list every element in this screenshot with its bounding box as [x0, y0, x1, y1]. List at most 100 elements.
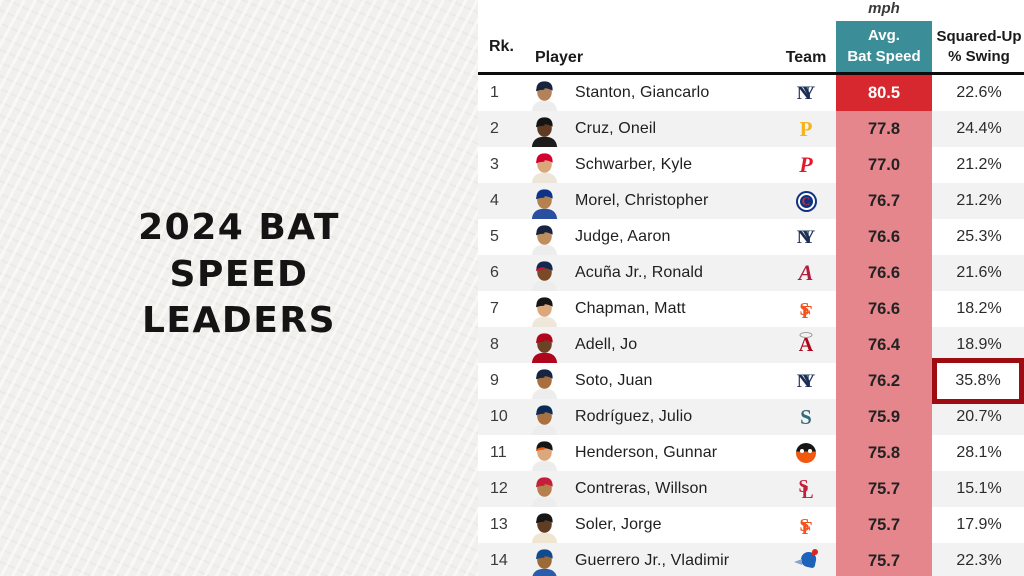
team-logo-icon: S [800, 404, 812, 429]
bat-speed-value: 76.4 [836, 327, 932, 363]
squared-up-value: 20.7% [956, 408, 1002, 425]
rank-value: 14 [490, 552, 508, 569]
player-headshot-icon [522, 507, 566, 543]
header-squared-up: Squared-Up % Swing [936, 27, 1022, 65]
player-name: Chapman, Matt [575, 300, 686, 317]
squared-up-cell: 17.9% [934, 507, 1024, 543]
table-row: 14 Guerrero Jr., Vladimir 75.7 22.3% [478, 543, 1024, 576]
squared-up-cell: 22.3% [934, 543, 1024, 576]
squared-up-cell: 21.6% [934, 255, 1024, 291]
table-row: 11 Henderson, Gunnar 75.8 28.1% [478, 435, 1024, 471]
bat-speed-cell: 75.9 [834, 399, 934, 435]
bat-speed-cell: 76.7 [834, 183, 934, 219]
squared-up-value: 18.2% [956, 300, 1002, 317]
team-logo-icon: P [799, 152, 813, 177]
bat-speed-cell: 76.6 [834, 255, 934, 291]
squared-up-value: 21.2% [956, 192, 1002, 209]
bat-speed-cell: 75.7 [834, 543, 934, 576]
bat-speed-value: 77.8 [836, 111, 932, 147]
player-headshot-icon [522, 219, 566, 255]
team-logo-icon: A [798, 260, 814, 285]
player-headshot-icon [522, 147, 566, 183]
squared-up-value: 21.6% [956, 264, 1002, 281]
player-headshot-icon [522, 327, 566, 363]
player-name: Guerrero Jr., Vladimir [575, 552, 730, 569]
squared-up-cell: 18.2% [934, 291, 1024, 327]
squared-up-cell: 35.8% [932, 358, 1024, 404]
bat-speed-value: 76.6 [836, 291, 932, 327]
header-bat-speed: Avg. Bat Speed [836, 21, 932, 72]
bat-speed-cell: 76.2 [834, 363, 934, 399]
squared-up-value: 35.8% [932, 358, 1024, 404]
table-row: 8 Adell, Jo A 76.4 18.9% [478, 327, 1024, 363]
rank-value: 1 [490, 84, 499, 101]
table-row: 3 Schwarber, Kyle P 77.0 21.2% [478, 147, 1024, 183]
bat-speed-value: 76.2 [836, 363, 932, 399]
player-headshot-icon [522, 435, 566, 471]
team-logo-icon: A [798, 334, 814, 356]
player-name: Soto, Juan [575, 372, 653, 389]
table-row: 6 Acuña Jr., Ronald A 76.6 21.6% [478, 255, 1024, 291]
leaderboard-table: mph Rk. Player Team Avg. Bat Speed Squar… [478, 0, 1024, 576]
squared-up-cell: 21.2% [934, 147, 1024, 183]
player-name: Morel, Christopher [575, 192, 709, 209]
rank-value: 4 [490, 192, 499, 209]
squared-up-value: 22.6% [956, 84, 1002, 101]
squared-up-value: 21.2% [956, 156, 1002, 173]
bat-speed-cell: 76.6 [834, 291, 934, 327]
title-line: 2024 BAT [138, 206, 340, 248]
squared-up-cell: 15.1% [934, 471, 1024, 507]
table-row: 4 Morel, Christopher C 76.7 21.2% [478, 183, 1024, 219]
title-panel: 2024 BAT SPEED LEADERS [0, 0, 478, 576]
player-headshot-icon [522, 543, 566, 576]
bat-speed-cell: 75.7 [834, 507, 934, 543]
rank-value: 10 [490, 408, 508, 425]
player-name: Rodríguez, Julio [575, 408, 693, 425]
player-headshot-icon [522, 363, 566, 399]
title-line: LEADERS [141, 300, 336, 342]
team-logo-icon: C [778, 183, 834, 219]
squared-up-cell: 28.1% [934, 435, 1024, 471]
title-line: SPEED [169, 253, 309, 295]
rank-value: 8 [490, 336, 499, 353]
bat-speed-value: 75.7 [836, 471, 932, 507]
table-header: Rk. Player Team Avg. Bat Speed Squared-U… [478, 0, 1024, 75]
bat-speed-cell: 75.8 [834, 435, 934, 471]
header-player: Player [535, 49, 584, 66]
player-headshot-icon [522, 399, 566, 435]
team-logo-icon [778, 543, 834, 576]
bat-speed-value: 76.6 [836, 219, 932, 255]
bat-speed-value: 75.7 [836, 507, 932, 543]
rank-value: 11 [490, 444, 507, 461]
player-name: Adell, Jo [575, 336, 638, 353]
squared-up-value: 22.3% [956, 552, 1002, 569]
team-logo-icon [778, 435, 834, 471]
player-name: Contreras, Willson [575, 480, 708, 497]
squared-up-value: 15.1% [956, 480, 1002, 497]
squared-up-cell: 24.4% [934, 111, 1024, 147]
bat-speed-value: 77.0 [836, 147, 932, 183]
player-headshot-icon [522, 111, 566, 147]
player-name: Acuña Jr., Ronald [575, 264, 703, 281]
player-name: Judge, Aaron [575, 228, 671, 245]
bat-speed-cell: 80.5 [834, 75, 934, 111]
squared-up-value: 17.9% [956, 516, 1002, 533]
bat-speed-cell: 76.4 [834, 327, 934, 363]
bat-speed-value: 75.8 [836, 435, 932, 471]
bat-speed-cell: 75.7 [834, 471, 934, 507]
rank-value: 2 [490, 120, 499, 137]
rank-value: 12 [490, 480, 508, 497]
player-name: Schwarber, Kyle [575, 156, 693, 173]
bat-speed-value: 76.6 [836, 255, 932, 291]
player-headshot-icon [522, 183, 566, 219]
